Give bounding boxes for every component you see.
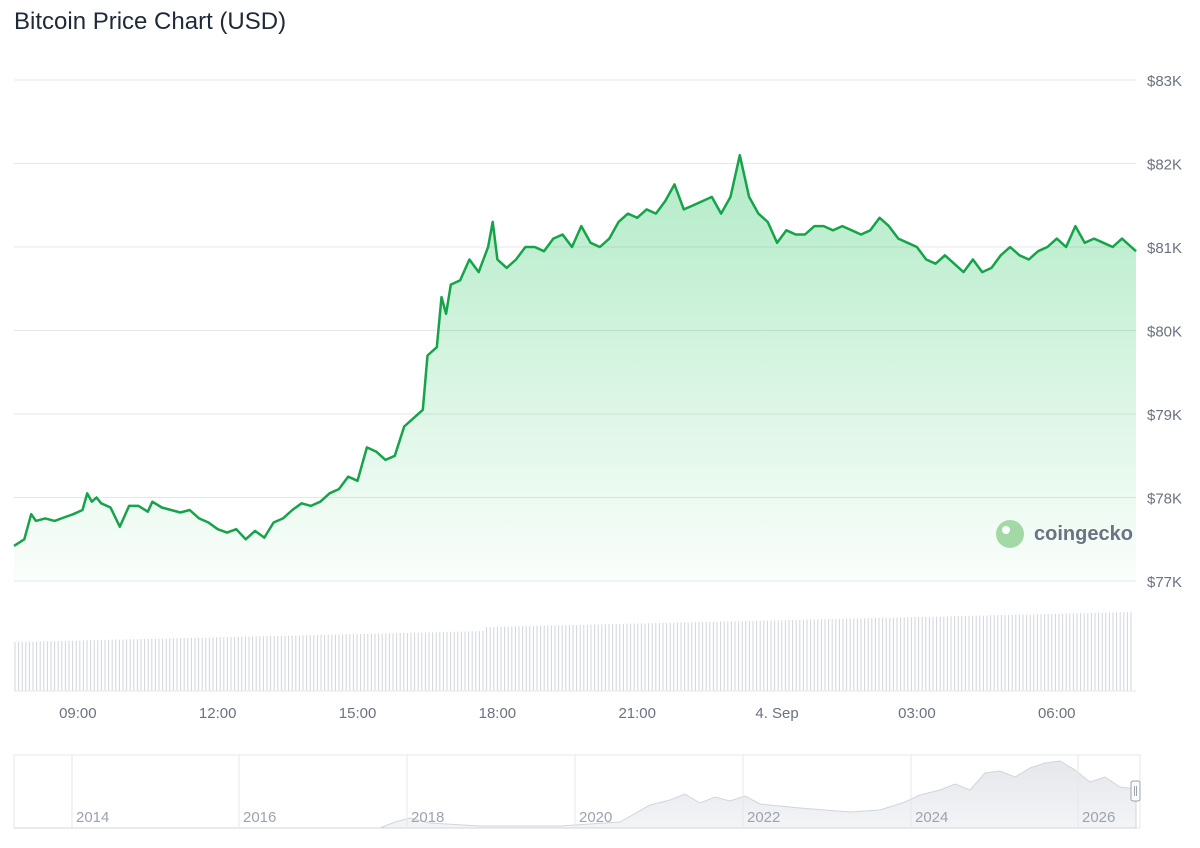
y-tick-label: $79K [1147,407,1182,424]
range-navigator[interactable]: 2014 2016 2018 2020 2022 2024 2026 [13,754,1141,829]
navigator-tick-label: 2014 [76,809,109,826]
price-line[interactable] [13,153,1137,547]
y-axis: $83K $82K $81K $80K $79K $78K $77K [1147,73,1182,591]
navigator-tick-label: 2016 [243,809,276,826]
x-tick-label: 03:00 [898,705,936,722]
y-tick-label: $82K [1147,157,1182,174]
y-tick-label: $78K [1147,491,1182,508]
coingecko-watermark: coingecko [996,520,1133,548]
x-tick-label: 18:00 [479,705,517,722]
navigator-tick-label: 2026 [1082,809,1115,826]
x-tick-label: 06:00 [1038,705,1076,722]
navigator-tick-label: 2020 [579,809,612,826]
x-tick-label: 4. Sep [755,705,798,722]
navigator-handle[interactable] [1130,780,1141,802]
volume-bars [14,612,1136,692]
y-tick-label: $83K [1147,73,1182,90]
y-tick-label: $80K [1147,324,1182,341]
x-tick-label: 12:00 [199,705,237,722]
navigator-tick-label: 2022 [747,809,780,826]
price-area [14,155,1136,581]
y-tick-label: $81K [1147,240,1182,257]
price-line-layer [13,153,1137,547]
gecko-logo-icon [996,520,1024,548]
gecko-eye-icon [1002,526,1010,534]
x-tick-label: 21:00 [618,705,656,722]
price-area-fill [14,155,1136,581]
navigator-tick-label: 2018 [411,809,444,826]
x-tick-label: 15:00 [339,705,377,722]
navigator-area [14,760,1137,829]
navigator-tick-label: 2024 [915,809,948,826]
y-tick-label: $77K [1147,574,1182,591]
x-tick-label: 09:00 [59,705,97,722]
watermark-text: coingecko [1034,523,1133,545]
x-axis: 09:00 12:00 15:00 18:00 21:00 4. Sep 03:00 06:0… [59,705,1075,722]
chart-title: Bitcoin Price Chart (USD) [14,8,287,35]
